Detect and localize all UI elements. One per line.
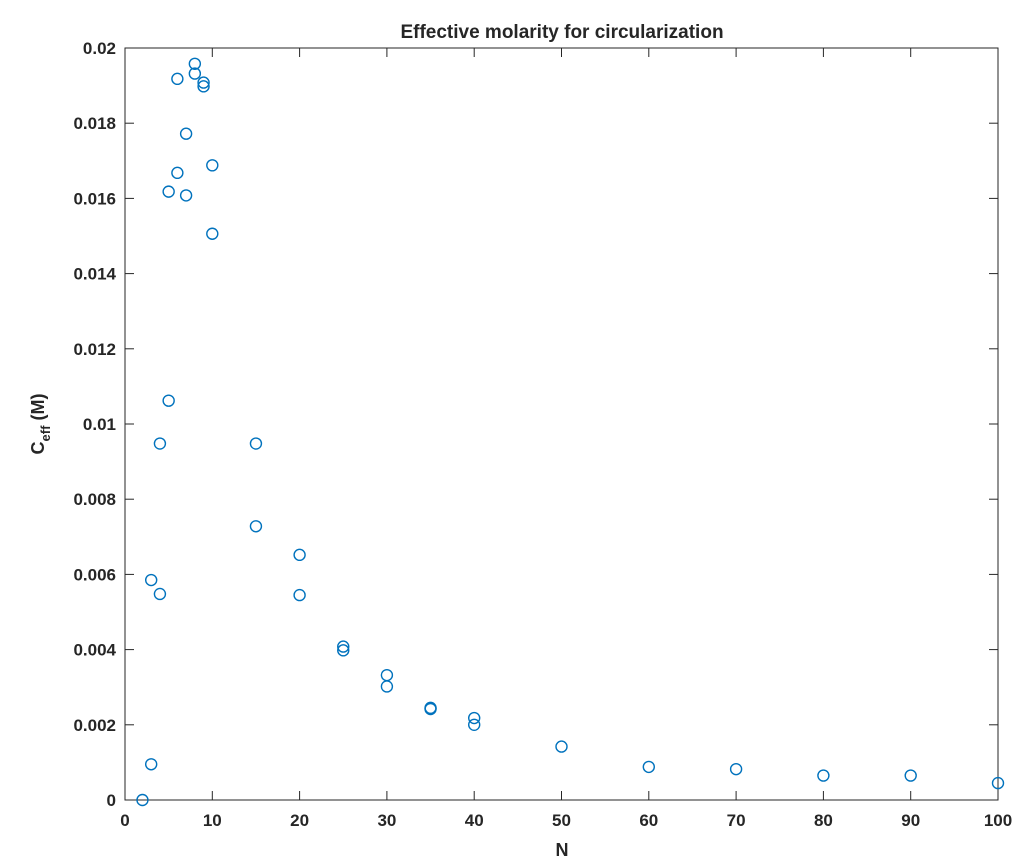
x-tick-label: 70 [727,811,746,830]
data-point [991,776,1005,790]
x-tick-label: 10 [203,811,222,830]
data-point [380,680,394,693]
data-point [136,793,149,807]
data-point [144,573,158,587]
x-tick-label: 0 [120,811,129,830]
data-point [642,760,655,774]
y-tick-label: 0.018 [73,114,116,133]
x-tick-label: 30 [377,811,396,830]
y-tick-label: 0 [107,791,116,810]
y-tick-label: 0.002 [73,716,116,735]
y-axis-ticks: 0 0.002 0.004 0.006 0.008 0.01 0.012 0.014 0.016… [73,39,998,810]
x-tick-label: 40 [465,811,484,830]
data-point [555,740,568,753]
x-tick-label: 20 [290,811,309,830]
data-point [179,127,193,140]
data-point [179,189,193,202]
data-point [424,701,437,715]
x-tick-label: 90 [901,811,920,830]
y-tick-label: 0.014 [73,265,116,284]
data-point [293,548,306,562]
data-point [153,587,167,601]
data-point [171,166,184,180]
data-point [380,668,394,682]
data-point [249,520,263,533]
data-point [468,711,481,725]
chart-title: Effective molarity for circularization [400,22,723,43]
data-point [162,185,175,198]
data-point [144,758,158,771]
data-point [206,227,219,240]
y-tick-label: 0.006 [73,565,116,584]
data-points [136,57,1005,807]
data-point [293,588,306,602]
x-axis-ticks: 0 10 20 30 40 50 60 70 80 90 100 [120,48,1012,830]
y-axis-label: Ceff (M) [28,394,53,455]
data-point [171,72,184,86]
data-point [206,159,219,172]
x-axis-label: N [556,840,569,860]
data-point [249,437,263,450]
x-tick-label: 50 [552,811,571,830]
data-point [188,67,202,80]
x-tick-label: 100 [984,811,1012,830]
data-point [817,769,830,782]
x-tick-label: 80 [814,811,833,830]
data-point [153,437,167,450]
y-tick-label: 0.016 [73,189,116,208]
data-point [197,76,210,89]
y-tick-label: 0.01 [83,415,116,434]
data-point [197,80,210,93]
y-tick-label: 0.012 [73,340,116,359]
y-axis-label-main: C [28,441,48,454]
data-point [337,644,350,657]
y-tick-label: 0.02 [83,39,116,58]
y-axis-label-unit: (M) [28,394,48,426]
y-tick-label: 0.008 [73,490,116,509]
data-point [162,394,175,407]
data-point [904,769,917,782]
data-point [188,57,202,70]
plot-frame [124,47,999,801]
x-tick-label: 60 [639,811,658,830]
y-axis-label-subscript: eff [38,425,53,442]
data-point [468,718,481,731]
data-point [729,762,743,776]
data-point [337,640,350,653]
y-tick-label: 0.004 [73,641,116,660]
